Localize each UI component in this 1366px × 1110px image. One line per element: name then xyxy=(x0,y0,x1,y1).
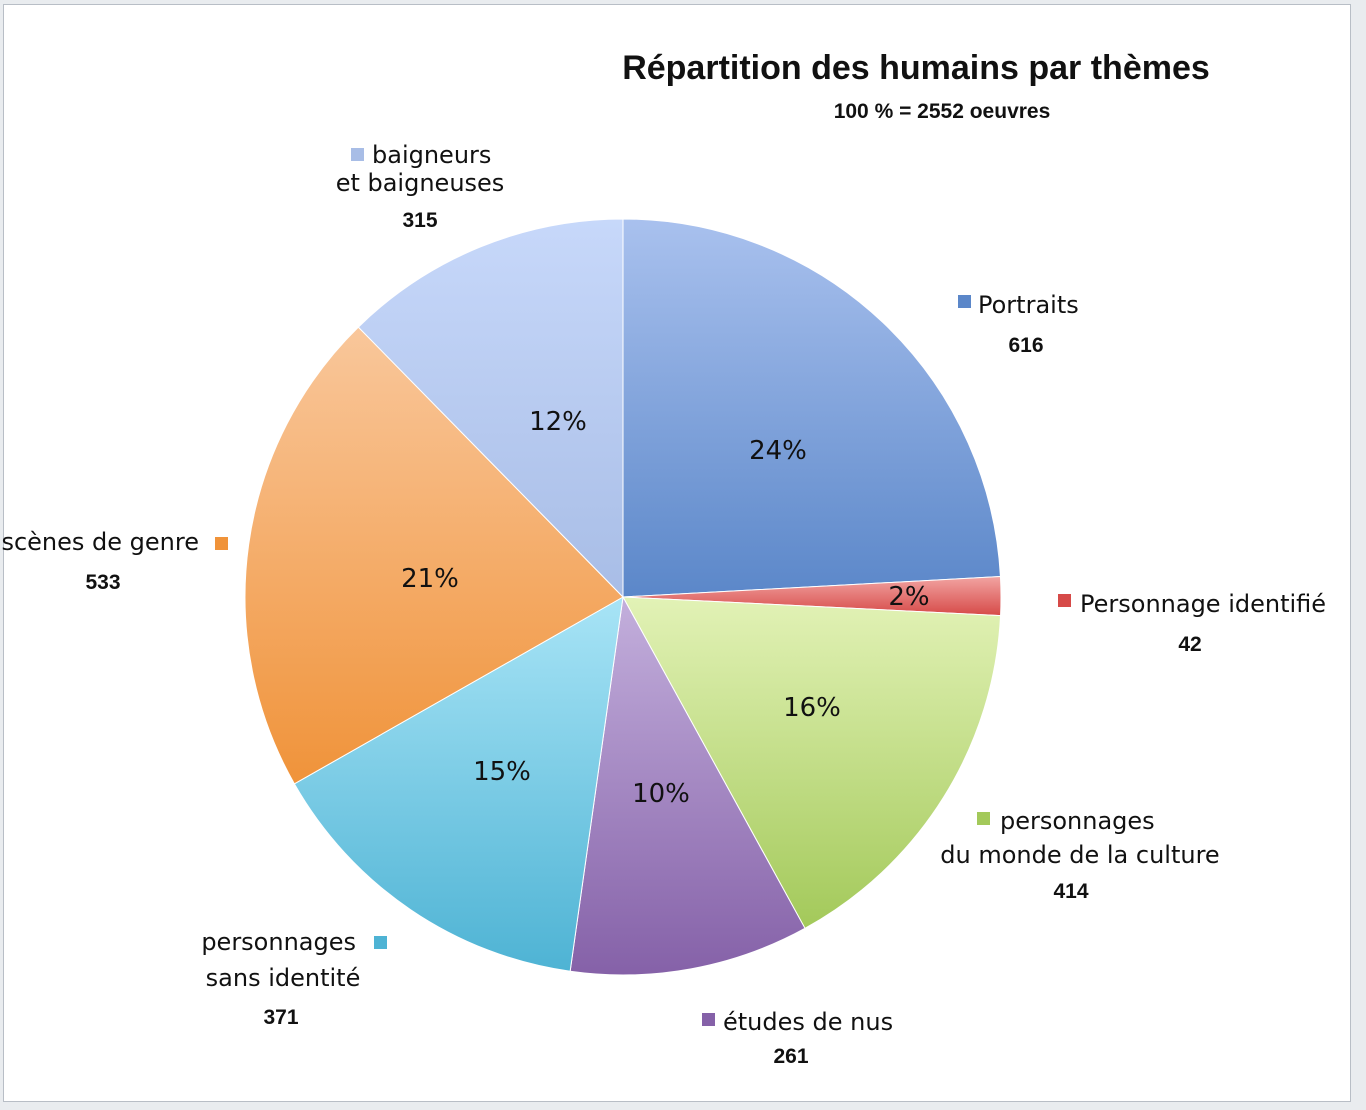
category-label-scenes-genre: scènes de genre xyxy=(1,528,199,556)
category-label-personnage-identifie: Personnage identifié xyxy=(1080,590,1326,618)
percent-label-scenes-genre: 21% xyxy=(401,564,459,594)
legend-marker-scenes-genre xyxy=(215,537,228,550)
legend-marker-monde-culture xyxy=(977,812,990,825)
pie-slice-baigneurs xyxy=(357,218,624,599)
count-label-portraits: 616 xyxy=(1008,334,1043,357)
count-label-scenes-genre: 533 xyxy=(85,571,120,594)
percent-label-sans-identite: 15% xyxy=(473,757,531,787)
category-label-monde-culture-line2: du monde de la culture xyxy=(940,841,1219,869)
category-label-portraits: Portraits xyxy=(978,291,1079,319)
category-label-baigneurs: baigneurs xyxy=(372,141,491,169)
count-label-monde-culture: 414 xyxy=(1053,880,1088,903)
pie-slice-sans-identite xyxy=(293,596,624,972)
category-label-sans-identite-line2: sans identité xyxy=(206,964,361,992)
category-labels-layer: Portraits 616 Personnage identifié 42 person… xyxy=(1,141,1326,1068)
legend-marker-etudes-nus xyxy=(702,1013,715,1026)
legend-marker-baigneurs xyxy=(351,148,364,161)
count-label-baigneurs: 315 xyxy=(402,209,437,232)
percent-label-monde-culture: 16% xyxy=(783,693,841,723)
slices-layer xyxy=(244,218,1002,976)
count-label-sans-identite: 371 xyxy=(263,1006,298,1029)
percent-label-etudes-nus: 10% xyxy=(632,779,690,809)
percent-label-portraits: 24% xyxy=(749,436,807,466)
pie-slice-scenes-genre xyxy=(244,326,624,785)
legend-marker-sans-identite xyxy=(374,936,387,949)
pie-slice-portraits xyxy=(622,218,1001,598)
chart-title: Répartition des humains par thèmes xyxy=(622,49,1210,87)
pie-slice-etudes-nus xyxy=(569,595,806,976)
category-label-monde-culture: personnages xyxy=(1000,807,1155,835)
legend-marker-portraits xyxy=(958,295,971,308)
pie-slice-monde-culture xyxy=(622,596,1002,929)
category-label-etudes-nus: études de nus xyxy=(723,1008,893,1036)
category-label-baigneurs-line2: et baigneuses xyxy=(336,169,505,197)
count-label-etudes-nus: 261 xyxy=(773,1045,808,1068)
percent-labels-layer: 24% 2% 16% 10% 15% 21% 12% xyxy=(401,407,930,809)
percent-label-personnage-identifie: 2% xyxy=(888,582,929,612)
count-label-personnage-identifie: 42 xyxy=(1178,633,1201,656)
chart-subtitle: 100 % = 2552 oeuvres xyxy=(834,100,1051,123)
category-label-sans-identite: personnages xyxy=(201,928,356,956)
legend-marker-personnage-identifie xyxy=(1058,594,1071,607)
percent-label-baigneurs: 12% xyxy=(529,407,587,437)
